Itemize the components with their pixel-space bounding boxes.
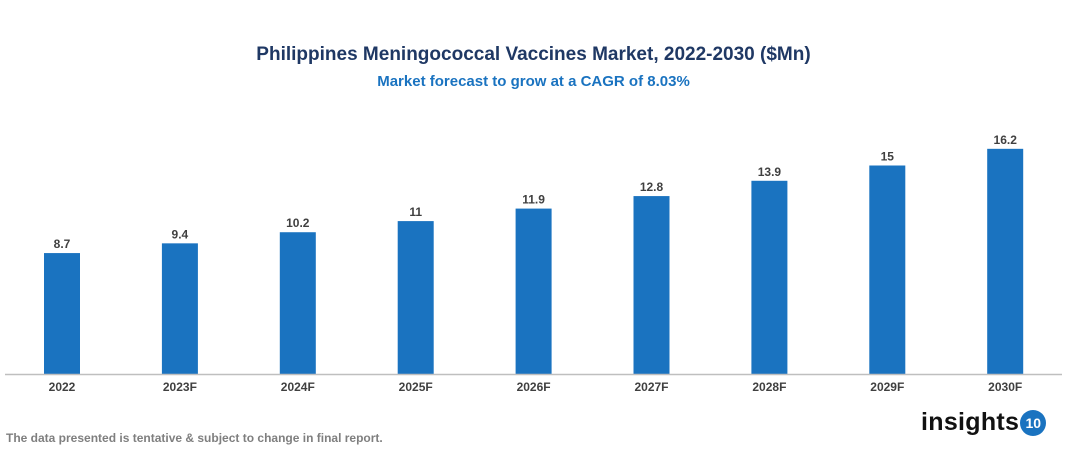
bar-2028F <box>751 180 788 374</box>
bar-2026F <box>515 208 552 374</box>
bar-2027F <box>633 196 670 374</box>
insights10-logo: insights 10 <box>921 408 1047 437</box>
x-tick-label: 2024F <box>281 380 315 394</box>
data-label: 15 <box>881 150 895 164</box>
data-label: 13.9 <box>758 165 782 179</box>
bar-2030F <box>987 148 1024 374</box>
data-label: 11.9 <box>522 193 545 207</box>
bar-2025F <box>397 221 434 374</box>
bar-2023F <box>161 243 198 374</box>
bar-2022 <box>44 253 80 374</box>
data-label: 11 <box>409 205 422 219</box>
x-tick-label: 2029F <box>870 380 904 394</box>
x-tick-label: 2026F <box>517 380 551 394</box>
x-tick-label: 2023F <box>163 380 197 394</box>
data-label: 16.2 <box>994 133 1018 147</box>
data-label: 9.4 <box>172 227 189 241</box>
logo-text: insights <box>921 408 1020 436</box>
logo-badge: 10 <box>1020 409 1047 436</box>
bar-2024F <box>279 232 316 374</box>
x-tick-label: 2022 <box>49 380 76 394</box>
data-label: 8.7 <box>54 237 71 251</box>
disclaimer-note: The data presented is tentative & subjec… <box>6 431 383 445</box>
x-tick-label: 2025F <box>399 380 433 394</box>
x-tick-label: 2030F <box>988 380 1022 394</box>
data-label: 12.8 <box>640 180 664 194</box>
chart-title: Philippines Meningococcal Vaccines Marke… <box>256 44 811 65</box>
bar-2029F <box>869 165 906 374</box>
data-label: 10.2 <box>286 216 310 230</box>
x-tick-label: 2028F <box>752 380 786 394</box>
chart-subtitle: Market forecast to grow at a CAGR of 8.0… <box>377 73 690 90</box>
x-tick-label: 2027F <box>634 380 668 394</box>
